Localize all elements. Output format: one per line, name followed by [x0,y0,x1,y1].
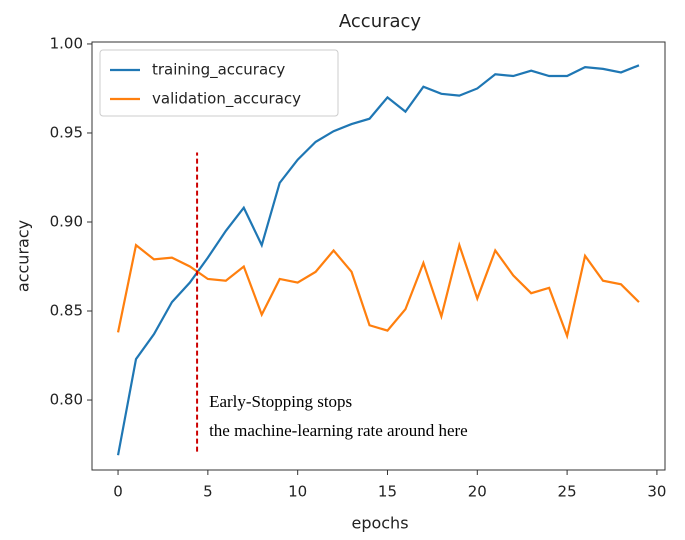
legend-box [99,49,339,117]
line-series [116,241,640,340]
x-tick-label: 30 [647,483,666,501]
plot-frame [91,41,666,471]
line-series [116,64,640,456]
x-axis-label: epochs [351,514,408,533]
x-tick-label: 10 [288,483,307,501]
y-tick-label: 0.80 [50,391,83,409]
annotation-text: the machine-learning rate around here [209,421,468,440]
y-axis-label: accuracy [14,220,33,292]
y-tick-label: 0.95 [50,123,83,141]
x-tick-label: 25 [558,483,577,501]
y-tick-label: 0.90 [50,212,83,230]
y-tick-label: 1.00 [50,34,83,52]
x-tick-label: 0 [113,483,123,501]
legend-label: validation_accuracy [152,90,301,109]
x-tick-label: 20 [468,483,487,501]
legend-label: training_accuracy [152,61,285,80]
x-tick-label: 5 [203,483,213,501]
x-tick-label: 15 [378,483,397,501]
chart-title: Accuracy [339,11,422,32]
annotation-text: Early-Stopping stops [209,392,352,411]
y-tick-label: 0.85 [50,302,83,320]
